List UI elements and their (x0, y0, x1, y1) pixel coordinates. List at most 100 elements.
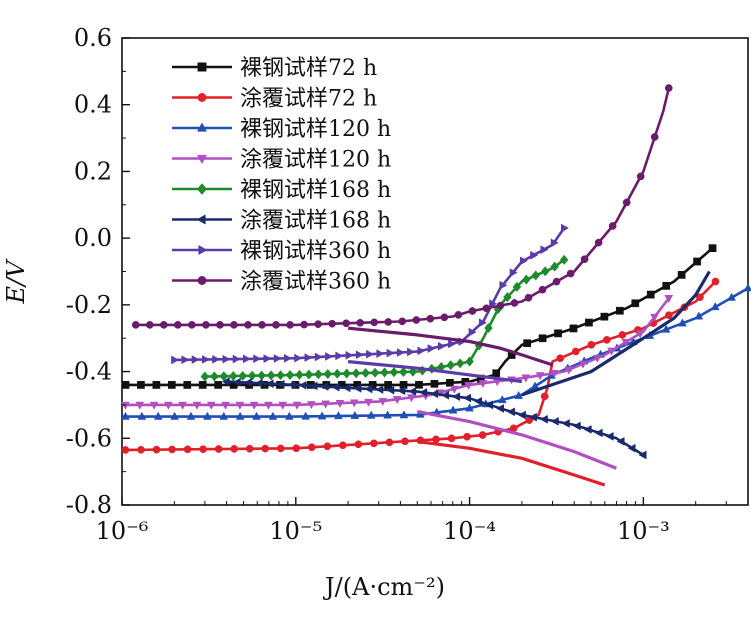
data-point (276, 370, 285, 381)
data-point (618, 331, 627, 339)
data-point (201, 355, 210, 364)
data-point (540, 266, 550, 277)
data-point (351, 368, 361, 379)
data-point (370, 318, 379, 327)
data-point (397, 386, 406, 396)
data-point (301, 411, 311, 420)
series-line (417, 440, 606, 487)
data-point (465, 356, 474, 367)
data-point (678, 318, 687, 327)
data-point (307, 443, 316, 452)
legend-marker (197, 276, 207, 285)
data-point (538, 334, 547, 343)
data-point (353, 383, 362, 393)
data-point (468, 307, 477, 315)
data-point (152, 381, 161, 389)
data-point (607, 347, 616, 356)
data-point (304, 369, 314, 380)
data-point (569, 324, 578, 333)
data-point (378, 397, 388, 406)
data-point (273, 354, 282, 363)
data-point (743, 283, 751, 292)
data-point (408, 386, 417, 396)
data-point (323, 368, 333, 380)
y-tick-label: 0.0 (74, 224, 112, 252)
data-point (242, 354, 251, 364)
data-point (167, 381, 176, 389)
data-point (221, 401, 230, 410)
data-point (149, 401, 159, 410)
legend-entry: 涂覆试样72 h (172, 87, 377, 112)
data-point (214, 445, 223, 453)
data-point (727, 292, 737, 301)
data-point (181, 355, 190, 365)
data-point (173, 321, 182, 329)
data-point (235, 401, 245, 410)
data-point (512, 281, 522, 292)
data-point (580, 255, 589, 264)
data-point (131, 321, 140, 329)
data-point (550, 238, 559, 248)
data-point (338, 441, 347, 450)
data-point (323, 442, 332, 451)
data-point (345, 350, 354, 360)
y-tick-label: 0.6 (74, 24, 112, 52)
data-point (389, 367, 399, 378)
data-point (254, 378, 263, 388)
data-point (696, 293, 704, 302)
data-point (170, 411, 180, 420)
data-point (342, 383, 351, 393)
data-point (334, 411, 343, 420)
data-point (401, 437, 409, 446)
data-point (232, 354, 241, 364)
legend-entry: 涂覆试样120 h (172, 148, 391, 173)
data-point (304, 353, 313, 362)
data-point (585, 318, 593, 327)
y-tick-label: -0.2 (66, 291, 112, 319)
data-point (121, 411, 130, 420)
data-point (200, 371, 210, 382)
data-point (366, 410, 376, 419)
data-point (482, 304, 491, 313)
data-point (664, 84, 673, 92)
data-point (272, 321, 280, 329)
data-point (638, 450, 647, 460)
data-point (295, 369, 304, 380)
series-4 (121, 295, 674, 410)
data-point (556, 354, 565, 363)
data-point (535, 372, 545, 381)
data-point (446, 360, 455, 371)
data-point (503, 292, 512, 303)
data-point (605, 432, 614, 441)
series-8 (521, 270, 711, 397)
data-point (252, 411, 261, 420)
plot-border (121, 37, 749, 506)
data-point (622, 198, 631, 207)
data-point (561, 419, 570, 428)
legend-marker (197, 62, 207, 72)
x-tick-label: 10⁻⁵ (269, 517, 322, 545)
data-point (417, 346, 426, 356)
data-point (538, 285, 547, 294)
data-point (539, 414, 548, 424)
data-point (350, 410, 360, 419)
data-point (228, 370, 238, 382)
data-point (407, 394, 416, 403)
series-layer (121, 84, 751, 487)
data-point (210, 371, 219, 382)
data-point (306, 401, 316, 410)
legend-entry: 涂覆试样360 h (172, 270, 391, 295)
data-point (384, 381, 392, 389)
data-point (292, 401, 302, 410)
data-point (249, 401, 259, 410)
series-line (521, 270, 711, 397)
data-point (265, 379, 274, 389)
data-point (121, 401, 130, 410)
data-point (430, 379, 439, 388)
data-point (693, 257, 701, 266)
legend-label: 涂覆试样360 h (240, 270, 391, 295)
data-point (145, 321, 154, 329)
data-point (514, 390, 524, 399)
data-point (517, 410, 526, 420)
data-point (198, 381, 207, 389)
